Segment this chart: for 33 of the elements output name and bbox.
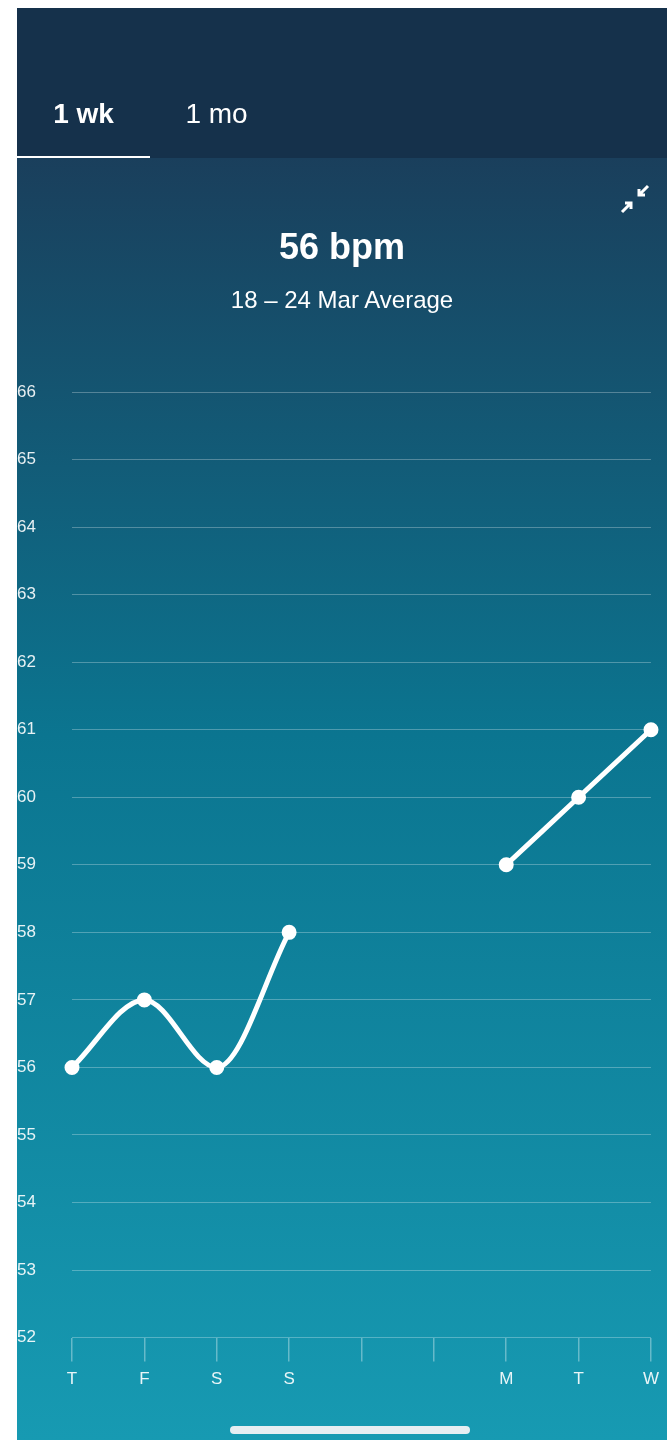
x-tick-label: S <box>283 1369 295 1389</box>
point <box>498 857 514 873</box>
y-tick-label: 65 <box>17 449 36 469</box>
point <box>136 992 152 1008</box>
point <box>281 924 297 940</box>
chart-title: 56 bpm <box>277 226 406 268</box>
y-tick-label: 63 <box>17 584 36 604</box>
x-tick-label: T <box>66 1369 78 1389</box>
chart-subtitle: 18 – 24 Mar Average <box>229 286 455 314</box>
y-tick-label: 57 <box>17 989 36 1009</box>
point <box>209 1059 225 1075</box>
y-tick-label: 66 <box>17 381 36 401</box>
point <box>643 722 659 738</box>
y-tick-label: 60 <box>17 786 36 806</box>
y-tick-label: 53 <box>17 1259 36 1279</box>
y-tick-label: 59 <box>17 854 36 874</box>
x-tick-label: W <box>642 1369 659 1389</box>
point <box>64 1059 80 1075</box>
y-tick-label: 62 <box>17 651 36 671</box>
x-tick-label: S <box>211 1369 223 1389</box>
y-tick-label: 52 <box>17 1327 36 1347</box>
y-tick-label: 58 <box>17 922 36 942</box>
x-tick-label: F <box>139 1369 150 1389</box>
point <box>571 789 587 805</box>
text: 1 mo <box>184 98 249 131</box>
y-tick-label: 54 <box>17 1192 36 1212</box>
y-tick-label: 61 <box>17 719 36 739</box>
x-tick-label: T <box>573 1369 584 1389</box>
text: 1 wk <box>17 98 150 158</box>
y-tick-label: 55 <box>17 1124 36 1144</box>
y-tick-label: 64 <box>17 516 36 536</box>
x-tick-label: M <box>499 1369 514 1389</box>
y-tick-label: 56 <box>17 1057 36 1077</box>
